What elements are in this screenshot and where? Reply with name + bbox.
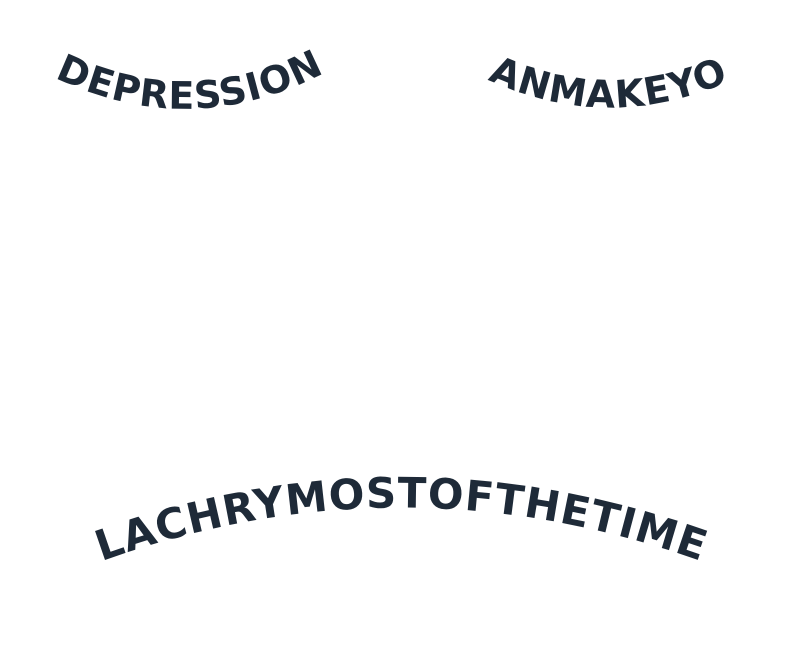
phrase-bottom: LACHRYMOSTOFTHETIME: [89, 468, 715, 570]
phrase-left-top-text: DEPRESSION: [51, 41, 328, 118]
phrase-left-top: DEPRESSION: [51, 41, 329, 118]
phrase-bottom-text: LACHRYMOSTOFTHETIME: [89, 468, 714, 570]
